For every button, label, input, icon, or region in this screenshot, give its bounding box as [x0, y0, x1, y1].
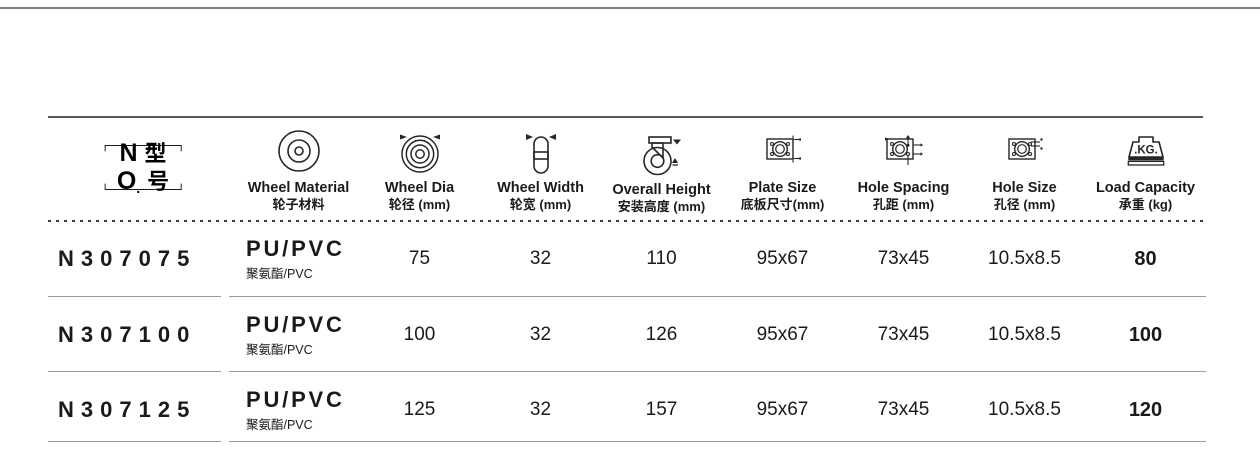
svg-text:.KG.: .KG.	[1134, 145, 1158, 157]
